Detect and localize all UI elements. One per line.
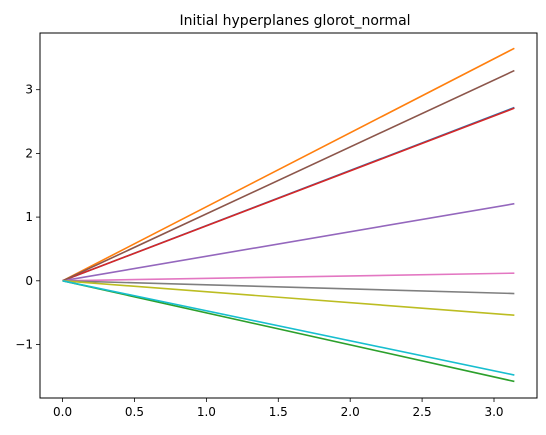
series-line-9 — [62, 279, 515, 316]
series-line-5 — [62, 202, 515, 282]
series-line-4 — [62, 107, 515, 282]
y-tick-label: 3 — [25, 83, 33, 97]
series-line-3 — [62, 280, 515, 383]
x-tick-label: 2.0 — [341, 405, 360, 419]
y-axis: −1 0 1 2 3 — [15, 83, 40, 351]
plot-frame — [39, 32, 538, 399]
chart-title: Initial hyperplanes glorot_normal — [179, 13, 410, 29]
x-tick-label: 0.5 — [125, 405, 144, 419]
series-line-7 — [62, 272, 515, 282]
y-tick-label: 1 — [25, 210, 33, 224]
y-tick-label: 0 — [25, 274, 33, 288]
x-axis: 0.0 0.5 1.0 1.5 2.0 2.5 3.0 — [53, 398, 504, 419]
y-tick-label: 2 — [25, 146, 33, 160]
x-tick-label: 0.0 — [53, 405, 72, 419]
series-line-2 — [62, 47, 515, 282]
y-tick-label: −1 — [15, 337, 33, 351]
series-line-10 — [62, 280, 515, 376]
series-line-8 — [62, 279, 515, 295]
series-layer — [62, 47, 515, 383]
x-tick-label: 3.0 — [484, 405, 503, 419]
series-line-6 — [62, 69, 515, 282]
x-tick-label: 1.0 — [197, 405, 216, 419]
x-tick-label: 1.5 — [269, 405, 288, 419]
x-tick-label: 2.5 — [413, 405, 432, 419]
